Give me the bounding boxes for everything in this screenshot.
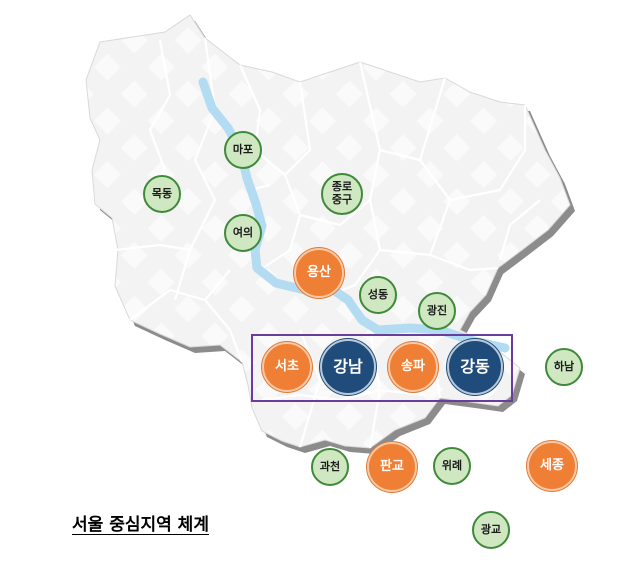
node-wirye: 위례 [433, 447, 471, 485]
node-gwacheon: 과천 [311, 448, 349, 486]
node-hanam: 하남 [545, 348, 583, 386]
node-mapo: 마포 [224, 131, 262, 169]
node-yeouido: 여의 [224, 214, 262, 252]
node-gwangjin: 광진 [418, 292, 456, 330]
core-center-highlight-box [251, 334, 513, 402]
node-jongno-junggu: 종로 중구 [321, 173, 363, 215]
node-gangdong: 강동 [447, 339, 503, 395]
node-gangnam: 강남 [320, 339, 376, 395]
node-songpa: 송파 [388, 342, 438, 392]
node-yongsan: 용산 [294, 248, 344, 298]
node-mokdong: 목동 [143, 175, 181, 213]
node-seocho: 서초 [262, 342, 312, 392]
node-seongdong: 성동 [359, 276, 397, 314]
node-gwanggyo: 광교 [472, 511, 510, 549]
map-caption: 서울 중심지역 체계 [72, 515, 209, 535]
node-pangyo: 판교 [367, 442, 417, 492]
node-sejong: 세종 [527, 441, 577, 491]
